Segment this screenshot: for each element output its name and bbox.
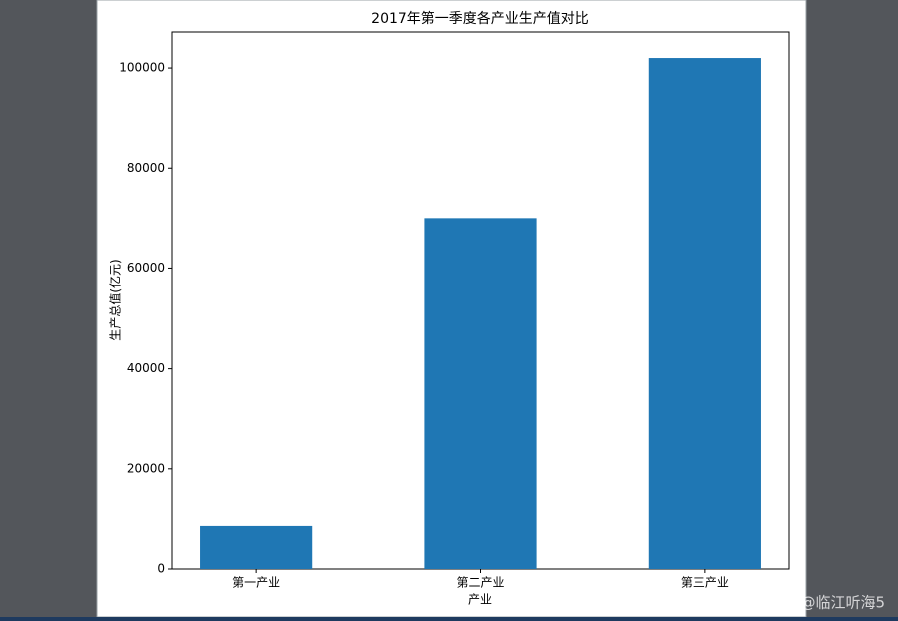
x-axis-label: 产业 xyxy=(468,593,492,607)
y-tick-label: 60000 xyxy=(127,261,165,275)
y-tick-label: 20000 xyxy=(127,461,165,475)
bottom-strip xyxy=(0,617,898,621)
x-tick-label: 第三产业 xyxy=(681,576,729,590)
y-tick-label: 80000 xyxy=(127,161,165,175)
y-tick-label: 40000 xyxy=(127,361,165,375)
x-tick-label: 第二产业 xyxy=(456,576,504,590)
bar xyxy=(200,525,313,569)
y-tick-label: 0 xyxy=(157,562,165,576)
bar xyxy=(424,218,537,569)
x-tick-label: 第一产业 xyxy=(232,576,280,590)
watermark: CSDN @临江听海5 xyxy=(753,594,885,612)
y-tick-label: 100000 xyxy=(119,61,165,75)
bar xyxy=(648,58,761,569)
y-axis-label: 生产总值(亿元) xyxy=(108,259,123,340)
chart-title: 2017年第一季度各产业生产值对比 xyxy=(371,10,589,27)
